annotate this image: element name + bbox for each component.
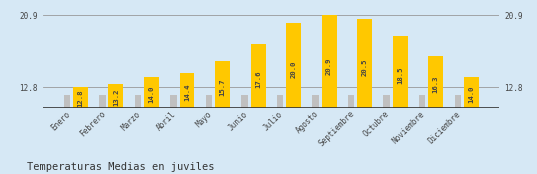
Bar	[419, 95, 425, 108]
Bar	[348, 95, 354, 108]
Bar	[383, 95, 390, 108]
Bar	[215, 61, 230, 108]
Text: Temperaturas Medias en juviles: Temperaturas Medias en juviles	[27, 162, 214, 172]
Text: 12.8: 12.8	[77, 90, 83, 107]
Bar	[357, 19, 372, 108]
Bar	[277, 95, 283, 108]
Bar	[179, 73, 194, 108]
Bar	[464, 77, 478, 108]
Bar	[135, 95, 141, 108]
Bar	[313, 95, 319, 108]
Bar	[393, 37, 408, 108]
Bar	[286, 23, 301, 108]
Bar	[206, 95, 212, 108]
Bar	[144, 77, 159, 108]
Bar	[170, 95, 177, 108]
Bar	[322, 15, 337, 108]
Text: 20.9: 20.9	[326, 57, 332, 75]
Bar	[64, 95, 70, 108]
Bar	[428, 56, 443, 108]
Text: 14.4: 14.4	[184, 84, 190, 101]
Bar	[108, 84, 124, 108]
Bar	[99, 95, 106, 108]
Text: 16.3: 16.3	[433, 76, 439, 93]
Text: 15.7: 15.7	[220, 78, 226, 96]
Text: 17.6: 17.6	[255, 71, 261, 88]
Bar	[251, 45, 265, 108]
Bar	[241, 95, 248, 108]
Text: 20.5: 20.5	[361, 59, 368, 76]
Bar	[73, 87, 88, 108]
Bar	[454, 95, 461, 108]
Text: 14.0: 14.0	[468, 85, 474, 102]
Text: 14.0: 14.0	[148, 85, 155, 102]
Text: 18.5: 18.5	[397, 67, 403, 85]
Text: 13.2: 13.2	[113, 88, 119, 106]
Text: 20.0: 20.0	[291, 61, 296, 78]
